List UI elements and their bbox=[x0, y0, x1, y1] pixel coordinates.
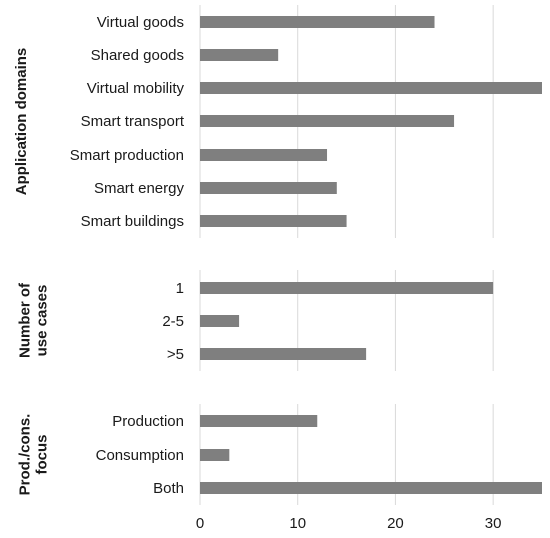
bar bbox=[200, 482, 542, 494]
category-label: Smart buildings bbox=[81, 213, 184, 230]
group-axis-label-line: Number of bbox=[17, 282, 34, 358]
grid-layer bbox=[199, 5, 494, 505]
bar bbox=[200, 282, 494, 294]
bar bbox=[200, 16, 435, 28]
category-label: 1 bbox=[176, 280, 184, 297]
bar-layer bbox=[200, 16, 542, 494]
group-axis-label-line: use cases bbox=[34, 285, 51, 357]
bar bbox=[200, 82, 542, 94]
label-layer: Virtual goods Shared goods Virtual mobilit… bbox=[13, 14, 185, 497]
bar bbox=[200, 449, 230, 461]
group-axis-label: Number ofuse cases bbox=[17, 282, 51, 358]
bar bbox=[200, 115, 455, 127]
bar bbox=[200, 415, 318, 427]
category-label: Virtual mobility bbox=[87, 80, 185, 97]
category-label: Production bbox=[112, 413, 184, 430]
category-label: Smart transport bbox=[81, 113, 185, 130]
bar bbox=[200, 215, 347, 227]
group-axis-label-line: Prod./cons. bbox=[17, 414, 34, 496]
category-label: Shared goods bbox=[91, 47, 184, 64]
category-label: Virtual goods bbox=[97, 14, 184, 31]
bar bbox=[200, 315, 240, 327]
bar bbox=[200, 182, 337, 194]
x-tick-label: 30 bbox=[485, 515, 502, 532]
group-axis-label-line: focus bbox=[34, 434, 51, 474]
x-tick-label: 0 bbox=[196, 515, 204, 532]
category-label: Smart production bbox=[70, 147, 184, 164]
category-label: >5 bbox=[167, 346, 184, 363]
category-label: Smart energy bbox=[94, 180, 185, 197]
x-tick-label: 20 bbox=[387, 515, 404, 532]
group-axis-label: Application domains bbox=[13, 48, 30, 196]
bar bbox=[200, 348, 367, 360]
bar bbox=[200, 149, 328, 161]
x-tick-label: 10 bbox=[289, 515, 306, 532]
group-axis-label-line: Application domains bbox=[13, 48, 30, 196]
category-label: Consumption bbox=[96, 447, 184, 464]
category-label: Both bbox=[153, 480, 184, 497]
category-label: 2-5 bbox=[162, 313, 184, 330]
x-axis: 0 10 20 30 bbox=[196, 515, 502, 532]
bar bbox=[200, 49, 279, 61]
group-axis-label: Prod./cons.focus bbox=[17, 414, 51, 496]
